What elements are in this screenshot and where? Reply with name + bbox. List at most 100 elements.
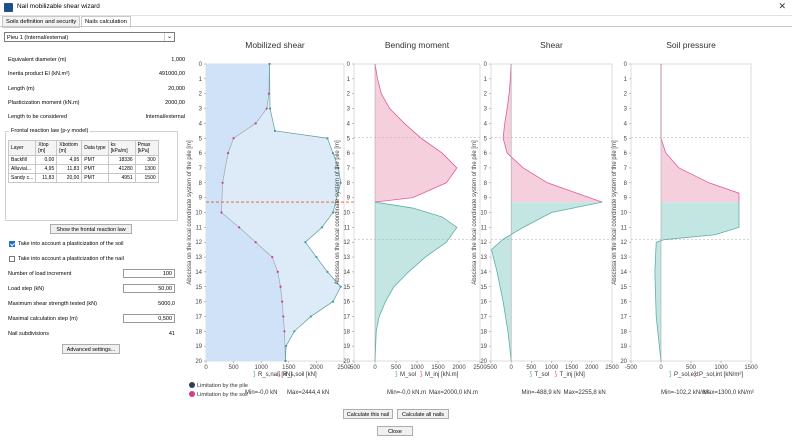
- close-button[interactable]: Close: [377, 426, 413, 436]
- table-row[interactable]: Sandy c... 11,83 20,00 PMT 4951 1500: [7, 173, 159, 183]
- y-tick-label: 8: [347, 181, 351, 187]
- load-increment-input[interactable]: 100: [123, 269, 175, 278]
- data-point: [273, 129, 277, 132]
- limit-soil-label: Limitation by the soil: [197, 392, 248, 398]
- y-tick-label: 7: [199, 166, 203, 172]
- cell: Sandy c...: [7, 173, 37, 183]
- nail-subdivisions-value: 41: [168, 331, 175, 337]
- tab-soils-definition[interactable]: Soils definition and security: [2, 16, 81, 28]
- x-tick-label: 2500: [473, 365, 487, 371]
- y-tick-label: 11: [344, 225, 351, 231]
- y-tick-label: 16: [343, 300, 350, 306]
- y-tick-label: 11: [196, 225, 203, 231]
- prop-label: Inertia product EI (kN.m²): [8, 71, 70, 77]
- y-tick-label: 10: [620, 211, 627, 217]
- title-bar: Nail mobilizable shear wizard ✕: [0, 0, 792, 16]
- data-point: [268, 62, 271, 66]
- y-tick-label: 12: [480, 240, 487, 246]
- legend-item: R_s,nail [kN]: [258, 372, 292, 378]
- chart-title: Soil pressure: [666, 40, 716, 50]
- y-tick-label: 14: [195, 270, 202, 276]
- x-tick-label: 0: [659, 365, 663, 371]
- y-tick-label: 15: [343, 285, 350, 291]
- data-point: [326, 137, 329, 140]
- prop-label: Length to be considered: [8, 114, 68, 120]
- tab-nails-calculation[interactable]: Nails calculation: [81, 16, 131, 28]
- prop-value: 491000,00: [159, 71, 185, 77]
- table-row[interactable]: Alluvial... 4,95 11,83 PMT 41280 1300: [7, 164, 159, 174]
- data-point: [331, 300, 335, 303]
- cell: 41280: [107, 164, 136, 174]
- y-tick-label: 10: [480, 211, 487, 217]
- series-line-M_inj: [374, 201, 458, 362]
- y-tick-label: 9: [199, 196, 203, 202]
- y-tick-label: 17: [343, 314, 350, 320]
- table-row[interactable]: Backfill 0,00 4,95 PMT 18336 300: [7, 155, 159, 165]
- limit-pile-swatch: [189, 382, 195, 388]
- load-step-input[interactable]: 50,00: [123, 284, 175, 293]
- max-calc-step-input[interactable]: 0,500: [123, 314, 175, 323]
- prop-value: 20,000: [168, 86, 185, 92]
- chart-title: Shear: [540, 40, 563, 50]
- legend-item: T_sol: [535, 372, 550, 378]
- show-frontal-law-button[interactable]: Show the frontal reaction law: [50, 224, 132, 234]
- advanced-settings-button[interactable]: Advanced settings...: [62, 344, 120, 354]
- y-tick-label: 20: [480, 359, 487, 365]
- series-area-soil: [206, 64, 341, 361]
- y-tick-label: 14: [480, 270, 487, 276]
- legend-item: M_inj [kN.m]: [425, 372, 459, 378]
- data-point: [265, 107, 268, 110]
- x-tick-label: 1000: [545, 365, 559, 371]
- prop-label: Plasticization moment (kN.m): [8, 100, 80, 106]
- cell: 4,95: [35, 164, 58, 174]
- data-point: [326, 270, 329, 273]
- cell: 4951: [107, 173, 136, 183]
- col-datatype: Data type: [81, 140, 109, 156]
- y-tick-label: 14: [620, 270, 627, 276]
- chevron-down-icon[interactable]: ⌄: [164, 33, 174, 41]
- y-tick-label: 7: [347, 166, 351, 172]
- pile-select[interactable]: Pieu 1 (Internal/external) ⌄: [4, 32, 175, 42]
- y-tick-label: 3: [347, 107, 351, 113]
- close-window-icon[interactable]: ✕: [778, 1, 786, 11]
- x-tick-label: 2000: [585, 365, 599, 371]
- series-area-M_inj: [375, 202, 457, 361]
- prop-value: 1,000: [171, 57, 185, 63]
- y-tick-label: 2: [624, 92, 628, 98]
- data-point: [304, 241, 307, 244]
- x-tick-label: 500: [391, 365, 402, 371]
- y-tick-label: 9: [347, 196, 351, 202]
- min-label: Min=-102,2 kN/m²: [661, 390, 709, 396]
- y-tick-label: 6: [484, 151, 488, 157]
- series-area-P_sol,ext: [661, 64, 739, 203]
- legend-item: M_sol: [400, 372, 416, 378]
- soil-plasticization-checkbox[interactable]: [9, 241, 15, 247]
- calculate-all-nails-button[interactable]: Calculate all nails: [397, 409, 449, 419]
- y-tick-label: 4: [624, 121, 628, 127]
- y-tick-label: 18: [480, 329, 487, 335]
- nail-plasticization-checkbox[interactable]: [9, 256, 15, 262]
- cell: Alluvial...: [7, 164, 37, 174]
- legend-swatch-pink: ⟆: [694, 370, 697, 378]
- y-tick-label: 6: [624, 151, 628, 157]
- cell: PMT: [81, 173, 109, 183]
- y-tick-label: 4: [347, 121, 351, 127]
- y-tick-label: 8: [624, 181, 628, 187]
- y-tick-label: 10: [195, 211, 202, 217]
- y-axis-label: Abscissa on the local coordinate system …: [187, 140, 193, 285]
- load-increment-label: Number of load increment: [8, 271, 72, 277]
- prop-label: Equivalent diameter (m): [8, 57, 67, 63]
- cell: 18336: [107, 155, 136, 165]
- x-tick-label: 0: [204, 365, 208, 371]
- y-tick-label: 1: [484, 77, 488, 83]
- y-tick-label: 13: [480, 255, 487, 261]
- x-tick-label: 1000: [714, 365, 728, 371]
- limit-pile-label: Limitation by the pile: [197, 383, 248, 389]
- data-point: [279, 285, 282, 288]
- calculate-this-nail-button[interactable]: Calculate this nail: [343, 409, 393, 419]
- y-tick-label: 6: [347, 151, 351, 157]
- y-tick-label: 12: [620, 240, 627, 246]
- y-tick-label: 1: [347, 77, 351, 83]
- y-tick-label: 18: [343, 329, 350, 335]
- col-ks: ks [kPa/m]: [107, 140, 136, 156]
